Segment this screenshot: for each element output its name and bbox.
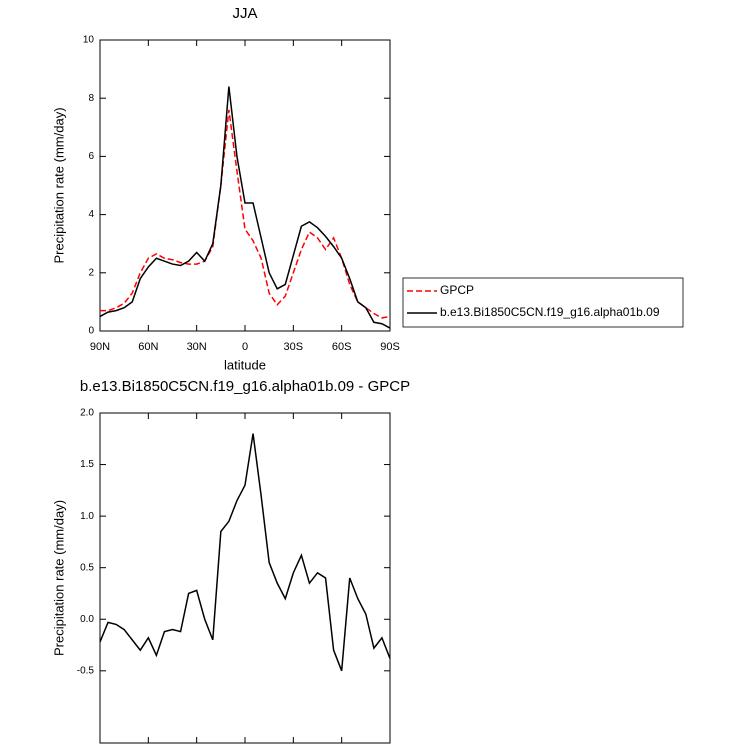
y-tick-label: 4 — [88, 209, 94, 220]
x-tick-label: 30S — [284, 341, 304, 353]
x-tick-label: 0 — [242, 341, 248, 353]
legend-label: GPCP — [440, 283, 474, 297]
y-tick-label: 2.0 — [80, 408, 94, 419]
x-tick-label: 60S — [332, 341, 352, 353]
chart-title: b.e13.Bi1850C5CN.f19_g16.alpha01b.09 - G… — [80, 378, 410, 395]
x-tick-label: 90N — [90, 341, 110, 353]
y-tick-label: 1.5 — [80, 459, 94, 470]
x-tick-label: 30N — [187, 341, 207, 353]
legend-frame — [402, 277, 684, 328]
legend-label: b.e13.Bi1850C5CN.f19_g16.alpha01b.09 — [440, 305, 660, 319]
y-tick-label: -0.5 — [77, 665, 95, 676]
x-tick-label: 60N — [138, 341, 158, 353]
y-axis-label: Precipitation rate (mm/day) — [51, 107, 66, 263]
y-tick-label: 6 — [88, 151, 94, 162]
plot-frame — [99, 39, 391, 332]
plot-frame — [99, 412, 391, 744]
y-tick-label: 8 — [88, 93, 94, 104]
chart-title: JJA — [232, 5, 257, 22]
x-axis-label: latitude — [224, 357, 266, 372]
y-axis-label: Precipitation rate (mm/day) — [51, 500, 66, 656]
y-tick-label: 0.0 — [80, 614, 94, 625]
y-tick-label: 10 — [83, 35, 95, 46]
data-line — [99, 86, 391, 329]
y-tick-label: 1.0 — [80, 511, 94, 522]
y-tick-label: 2 — [88, 267, 94, 278]
data-line — [99, 433, 391, 672]
y-tick-label: 0.5 — [80, 562, 94, 573]
y-tick-label: 0 — [88, 326, 94, 337]
data-line — [100, 109, 391, 319]
x-tick-label: 90S — [380, 341, 400, 353]
